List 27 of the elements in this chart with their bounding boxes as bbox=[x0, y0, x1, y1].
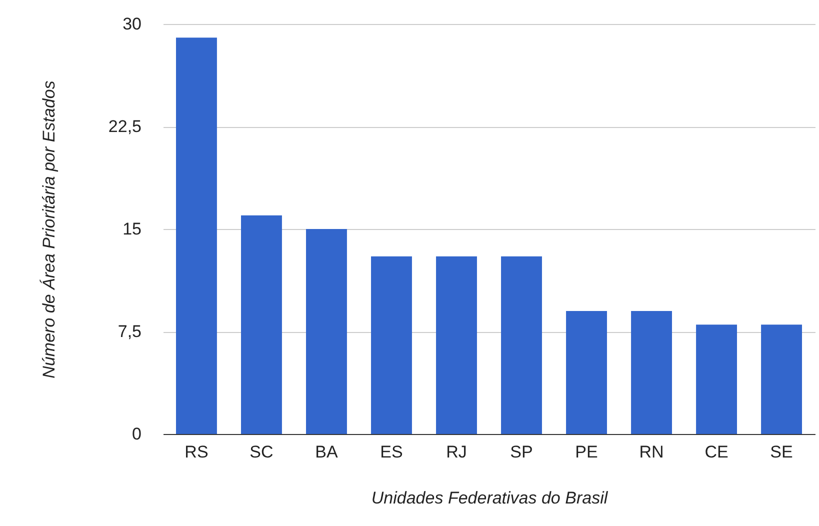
bar bbox=[371, 256, 412, 434]
y-tick-label: 7,5 bbox=[118, 322, 142, 341]
y-tick-label: 30 bbox=[122, 14, 142, 34]
x-tick-label: RJ bbox=[446, 442, 467, 462]
x-tick-label: ES bbox=[380, 442, 403, 462]
x-tick-label: BA bbox=[315, 442, 338, 462]
y-axis-title: Número de Área Prioritária por Estados bbox=[39, 80, 58, 378]
y-tick-label: 22,5 bbox=[108, 117, 142, 136]
bar bbox=[501, 256, 542, 434]
x-tick-label: SP bbox=[510, 442, 533, 462]
bar bbox=[306, 229, 347, 434]
bar bbox=[241, 215, 282, 434]
bar bbox=[176, 38, 217, 434]
y-tick-label: 0 bbox=[132, 424, 142, 444]
x-tick-label: RS bbox=[184, 442, 208, 462]
bar bbox=[566, 311, 607, 434]
x-tick-label: SE bbox=[770, 442, 793, 462]
x-tick-label: SC bbox=[250, 442, 274, 462]
x-tick-label: RN bbox=[639, 442, 664, 462]
bar bbox=[436, 256, 477, 434]
y-tick-label: 15 bbox=[122, 220, 142, 238]
x-axis-title: Unidades Federativas do Brasil bbox=[371, 488, 609, 508]
x-tick-label: CE bbox=[704, 442, 728, 462]
bar bbox=[631, 311, 672, 434]
bar bbox=[696, 324, 737, 434]
bar bbox=[761, 324, 802, 434]
x-tick-label: PE bbox=[575, 442, 598, 462]
